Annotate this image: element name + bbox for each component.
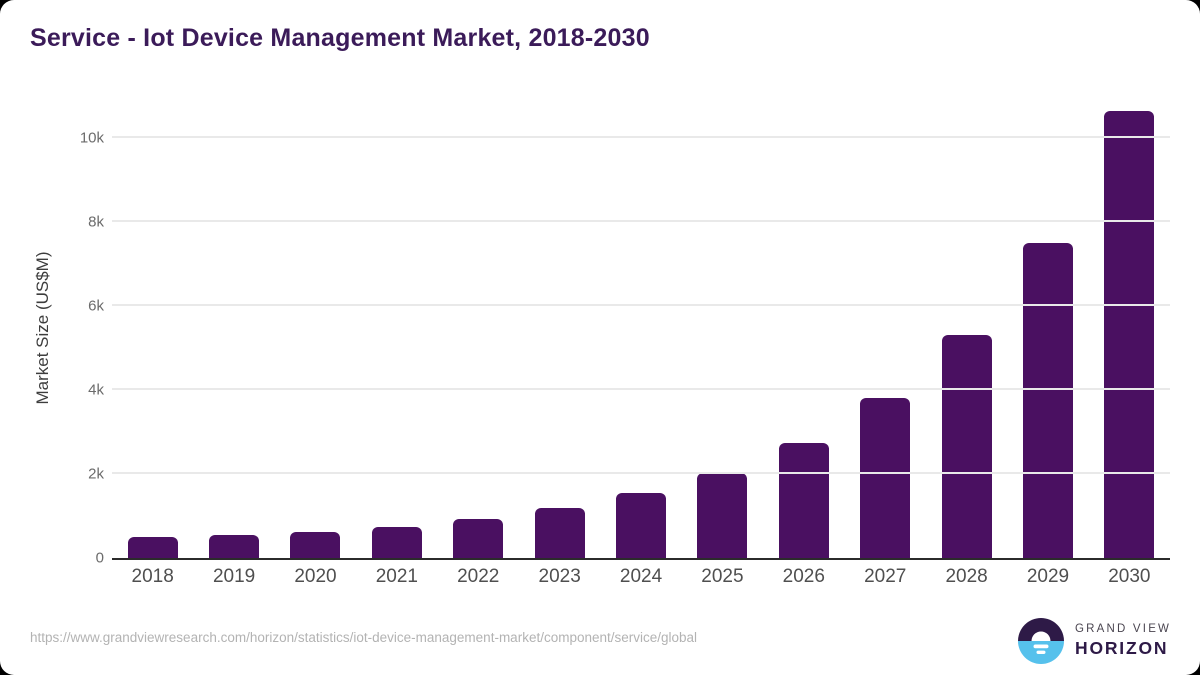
brand-name-top: GRAND VIEW	[1075, 623, 1172, 635]
x-tick-2020: 2020	[294, 566, 337, 587]
bar-slot-2024	[600, 98, 681, 558]
bar-2027	[860, 397, 911, 558]
x-tick-2026: 2026	[782, 566, 825, 587]
x-tick-2018: 2018	[131, 566, 174, 587]
x-axis-tick-labels: 2018 2019 2020 2021 2022 2023 2024 2025 2026 2027…	[112, 566, 1170, 588]
bar-slot-2021	[356, 98, 437, 558]
x-tick-2019: 2019	[212, 566, 256, 587]
bar-slot-2029	[1007, 98, 1088, 558]
bar-slot-2025	[682, 98, 763, 558]
x-tick-2028: 2028	[945, 566, 988, 587]
bar-slot-2030	[1089, 98, 1170, 558]
bar-slot-2026	[763, 98, 844, 558]
bar-2018	[127, 537, 178, 558]
bar-2029	[1022, 243, 1073, 558]
plot-area	[112, 98, 1170, 560]
bar-slot-2019	[193, 98, 274, 558]
x-tick-2022: 2022	[457, 566, 500, 587]
bar-2025	[697, 473, 748, 558]
horizon-sun-icon	[1018, 618, 1064, 664]
gridline-4k	[112, 388, 1170, 390]
x-tick-2030: 2030	[1108, 566, 1151, 587]
bar-slot-2022	[438, 98, 519, 558]
y-axis-tick-labels: 0 2k 4k 6k 8k 10k	[0, 98, 104, 567]
x-tick-2024: 2024	[619, 566, 663, 587]
bar-2021	[371, 526, 422, 558]
bar-slot-2027	[845, 98, 926, 558]
y-tick-8k: 8k	[88, 213, 104, 231]
x-tick-2023: 2023	[538, 566, 581, 587]
bar-slot-2018	[112, 98, 193, 558]
y-tick-0: 0	[95, 549, 104, 567]
bar-2024	[616, 492, 667, 558]
gridline-8k	[112, 220, 1170, 222]
source-url: https://www.grandviewresearch.com/horizo…	[30, 630, 698, 645]
gridline-10k	[112, 136, 1170, 138]
gridline-2k	[112, 472, 1170, 474]
bar-2028	[941, 335, 992, 558]
y-tick-6k: 6k	[88, 297, 104, 315]
gridline-6k	[112, 304, 1170, 306]
y-tick-4k: 4k	[88, 381, 104, 399]
y-tick-2k: 2k	[88, 465, 104, 483]
bar-2019	[209, 534, 260, 558]
bar-2030	[1104, 110, 1155, 558]
bar-slot-2020	[275, 98, 356, 558]
page-title: Service - Iot Device Management Market, …	[30, 24, 650, 52]
x-tick-2021: 2021	[375, 566, 418, 587]
y-tick-10k: 10k	[79, 129, 104, 147]
brand-logo: GRAND VIEW HORIZON	[1018, 618, 1171, 664]
x-tick-2027: 2027	[864, 566, 907, 587]
brand-name-bottom: HORIZON	[1075, 638, 1169, 658]
bar-slot-2028	[926, 98, 1007, 558]
x-tick-2025: 2025	[701, 566, 744, 587]
brand-logo-text: GRAND VIEW HORIZON	[1075, 623, 1171, 659]
x-tick-2029: 2029	[1026, 566, 1070, 587]
bar-2026	[778, 442, 829, 558]
bar-2020	[290, 531, 341, 558]
bar-series	[112, 98, 1170, 558]
bar-2022	[453, 518, 504, 558]
bar-slot-2023	[519, 98, 600, 558]
bar-2023	[534, 508, 585, 558]
